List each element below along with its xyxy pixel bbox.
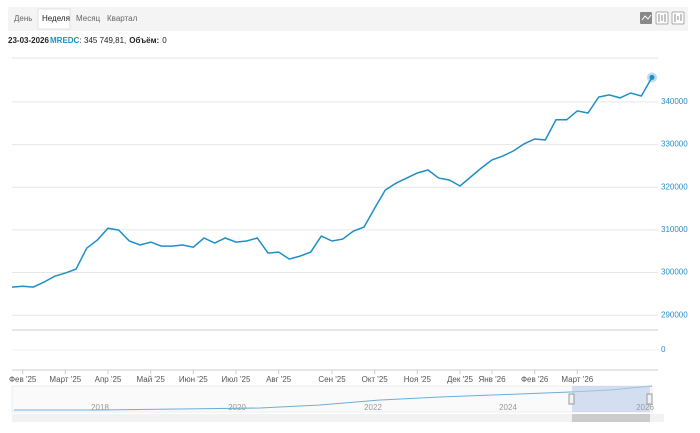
y-tick-label: 320000 — [661, 182, 688, 191]
navigator-selection[interactable] — [572, 386, 650, 412]
x-tick-label: Сен '25 — [318, 375, 346, 384]
y-tick-label: 300000 — [661, 268, 688, 277]
icon-glyph — [658, 14, 666, 22]
y-tick-label: 330000 — [661, 140, 688, 149]
x-tick-label: Апр '25 — [95, 375, 122, 384]
x-tick-label: Авг '25 — [266, 375, 292, 384]
info-volume-label: Объём: — [129, 36, 159, 45]
tab[interactable]: Квартал — [107, 14, 138, 23]
price-line — [11, 77, 653, 288]
info-price: : 345 749,81, — [80, 36, 127, 45]
navigator[interactable] — [11, 385, 653, 413]
toolbar — [8, 7, 688, 31]
x-tick-label: Ноя '25 — [404, 375, 432, 384]
x-tick-label: Июн '25 — [179, 375, 208, 384]
volume-tick-label: 0 — [661, 345, 666, 354]
x-tick-label: Май '25 — [137, 375, 166, 384]
icon-glyph — [641, 14, 652, 21]
x-tick-label: Июл '25 — [222, 375, 251, 384]
navigator-label: 2018 — [91, 403, 109, 412]
tab[interactable]: Месяц — [76, 14, 101, 23]
y-tick-label: 340000 — [661, 97, 688, 106]
navigator-label: 2020 — [228, 403, 246, 412]
info-volume: 0 — [162, 36, 167, 45]
navigator-label: 2026 — [636, 403, 654, 412]
x-tick-label: Март '25 — [49, 375, 81, 384]
x-tick-label: Окт '25 — [362, 375, 389, 384]
navigator-label: 2024 — [499, 403, 517, 412]
navigator-label: 2022 — [364, 403, 382, 412]
tab[interactable]: Неделя — [42, 14, 70, 23]
navigator-handle[interactable] — [646, 393, 653, 405]
x-tick-label: Дек '25 — [447, 375, 474, 384]
line-icon[interactable] — [640, 12, 652, 24]
info-ticker: MREDC — [50, 36, 80, 45]
navigator-handle[interactable] — [568, 393, 575, 405]
chart-icons[interactable] — [640, 11, 685, 25]
scrollbar[interactable] — [12, 414, 664, 422]
x-tick-label: Март '26 — [561, 375, 593, 384]
info-date: 23-03-2026 — [8, 36, 49, 45]
active-tab-bg — [37, 8, 71, 30]
y-tick-label: 310000 — [661, 225, 688, 234]
scrollbar-thumb[interactable] — [572, 414, 650, 422]
x-tick-label: Фев '25 — [9, 375, 37, 384]
y-tick-label: 290000 — [661, 310, 688, 319]
icon-glyph — [674, 14, 682, 22]
last-point — [649, 74, 655, 80]
x-tick-label: Янв '26 — [478, 375, 506, 384]
x-tick-label: Фев '26 — [521, 375, 549, 384]
tab[interactable]: День — [14, 14, 32, 23]
